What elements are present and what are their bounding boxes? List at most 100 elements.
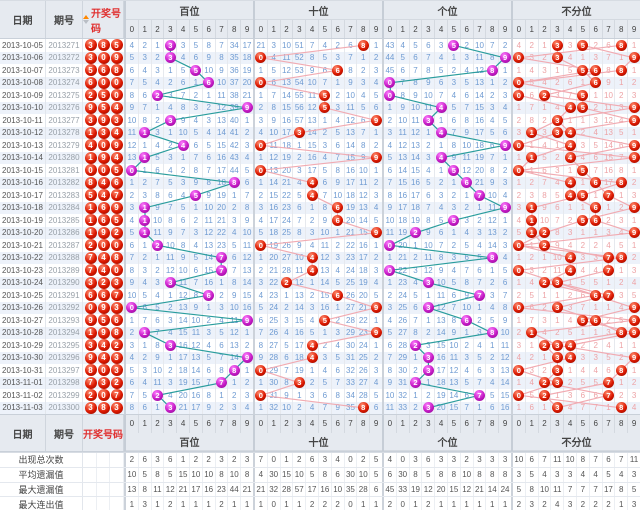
miss-cell: 5 (448, 214, 461, 227)
section-ge: 2 10 11 3 1 6 8 16 4 5 (382, 114, 511, 127)
miss-cell: 4 (526, 376, 539, 389)
stats-row-label: 最大连出值 (0, 497, 83, 510)
miss-cell: 8 (526, 114, 539, 127)
miss-cell: 2 (486, 276, 500, 289)
miss-cell: 18 (177, 364, 190, 377)
miss-cell: 4 (526, 276, 539, 289)
miss-cell: 2 (615, 351, 629, 364)
miss-cell: 8 (203, 389, 216, 402)
miss-cell: 5 (539, 151, 552, 164)
miss-cell: 9 (422, 226, 436, 239)
miss-cell: 1 (631, 128, 637, 138)
miss-cell: 9 (499, 202, 511, 215)
stats-value: 4 (590, 467, 603, 482)
miss-cell: 35 (345, 401, 358, 414)
miss-cell: 5 (448, 39, 461, 52)
miss-cell: 8 (615, 164, 629, 177)
section-ge: 3 11 12 1 4 7 9 17 5 6 (382, 126, 511, 139)
miss-cell: 7 (216, 39, 229, 52)
miss-cell: 16 (203, 276, 216, 289)
miss-cell: 8 (357, 401, 371, 414)
miss-cell: 1 (384, 101, 397, 114)
miss-cell: 7 (410, 64, 423, 77)
miss-cell: 3 (384, 301, 397, 314)
stats-value: 3 (526, 497, 539, 510)
miss-cell: 1 (539, 101, 552, 114)
miss-cell: 16 (293, 326, 307, 339)
section-bai: 11 1 3 1 10 5 4 14 41 2 (124, 126, 253, 139)
trend-ball: 4 (564, 264, 576, 276)
trend-ball: 9 (628, 102, 640, 114)
miss-cell: 17 (435, 364, 448, 377)
section-bai: 9 7 1 4 8 3 2 12 39 9 (124, 101, 253, 114)
miss-cell: 1 (255, 401, 268, 414)
trend-ball: 2 (538, 89, 550, 101)
miss-cell: 5 (551, 189, 565, 202)
miss-cell: 7 (190, 151, 203, 164)
miss-cell: 10 (422, 239, 436, 252)
miss-cell: 1 (615, 376, 629, 389)
miss-cell: 4 (461, 364, 474, 377)
miss-cell: 8 (615, 64, 629, 77)
miss-cell: 6 (486, 139, 500, 152)
sort-icon[interactable] (83, 15, 89, 24)
miss-cell: 5 (139, 389, 152, 402)
column-digit: 0 (384, 20, 397, 38)
stats-value: 7 (615, 453, 629, 467)
stats-value: 11 (152, 482, 165, 497)
miss-cell: 4 (373, 278, 379, 288)
miss-cell: 1 (551, 64, 565, 77)
trend-row: 2013-10-21 2013287 2 0 0 6 1 2 10 8 4 13 23 5 11 0 19 26 9… (0, 239, 640, 252)
column-digit: 3 (293, 415, 307, 433)
miss-cell: 11 (345, 101, 358, 114)
stats-value: 30 (345, 467, 358, 482)
stats-value: 8 (615, 482, 629, 497)
stats-section-ge: 45 33 19 12 20 15 12 21 14 24 (381, 482, 511, 497)
issue-cell: 2013296 (46, 351, 83, 364)
stats-value: 32 (268, 482, 281, 497)
miss-cell: 1 (526, 139, 539, 152)
miss-cell: 9 (628, 227, 640, 240)
miss-cell: 5 (319, 51, 332, 64)
miss-cell: 6 (164, 189, 178, 202)
miss-cell: 10 (539, 214, 552, 227)
section-title-shi: 十位 (255, 1, 382, 20)
section-title-bai: 百位 (126, 433, 253, 451)
stats-value: 3 (139, 497, 152, 510)
section-shi: 0 11 18 1 15 3 6 14 8 2 (253, 139, 382, 152)
miss-cell: 3 (164, 314, 178, 327)
trend-ball: 5 (577, 189, 589, 201)
miss-cell: 11 (268, 139, 281, 152)
issue-cell: 2013287 (46, 239, 83, 252)
miss-cell: 4 (306, 339, 319, 352)
miss-cell: 1 (577, 326, 590, 339)
miss-cell: 14 (319, 276, 332, 289)
sort-down-arrow-icon (83, 20, 89, 24)
miss-cell: 16 (397, 189, 410, 202)
miss-cell: 0 (126, 301, 139, 314)
miss-cell: 1 (228, 189, 242, 202)
miss-cell: 1 (526, 339, 539, 352)
miss-cell: 5 (486, 126, 500, 139)
winning-ball: 5 (110, 214, 123, 227)
section-bai: 5 3 2 3 4 6 9 8 35 18 (124, 51, 253, 64)
miss-cell: 21 (474, 176, 487, 189)
miss-cell: 4 (332, 339, 345, 352)
section-bai: 5 3 10 2 18 14 6 8 8 1 (124, 364, 253, 377)
miss-cell: 7 (577, 301, 590, 314)
miss-cell: 1 (384, 251, 397, 264)
miss-cell: 20 (397, 239, 410, 252)
stats-value: 11 (551, 482, 565, 497)
trend-ball: 5 (577, 164, 589, 176)
miss-cell: 5 (631, 290, 637, 300)
miss-cell: 10 (177, 264, 190, 277)
miss-cell: 0 (255, 364, 268, 377)
miss-cell: 16 (500, 403, 510, 413)
section-ge: 0 22 3 12 9 4 7 6 1 5 (382, 264, 511, 277)
trend-ball: 4 (564, 177, 576, 189)
miss-cell: 1 (373, 40, 379, 50)
trend-ball: 5 (577, 314, 589, 326)
trend-ball: 7 (473, 389, 485, 401)
winning-ball: 0 (97, 51, 110, 64)
